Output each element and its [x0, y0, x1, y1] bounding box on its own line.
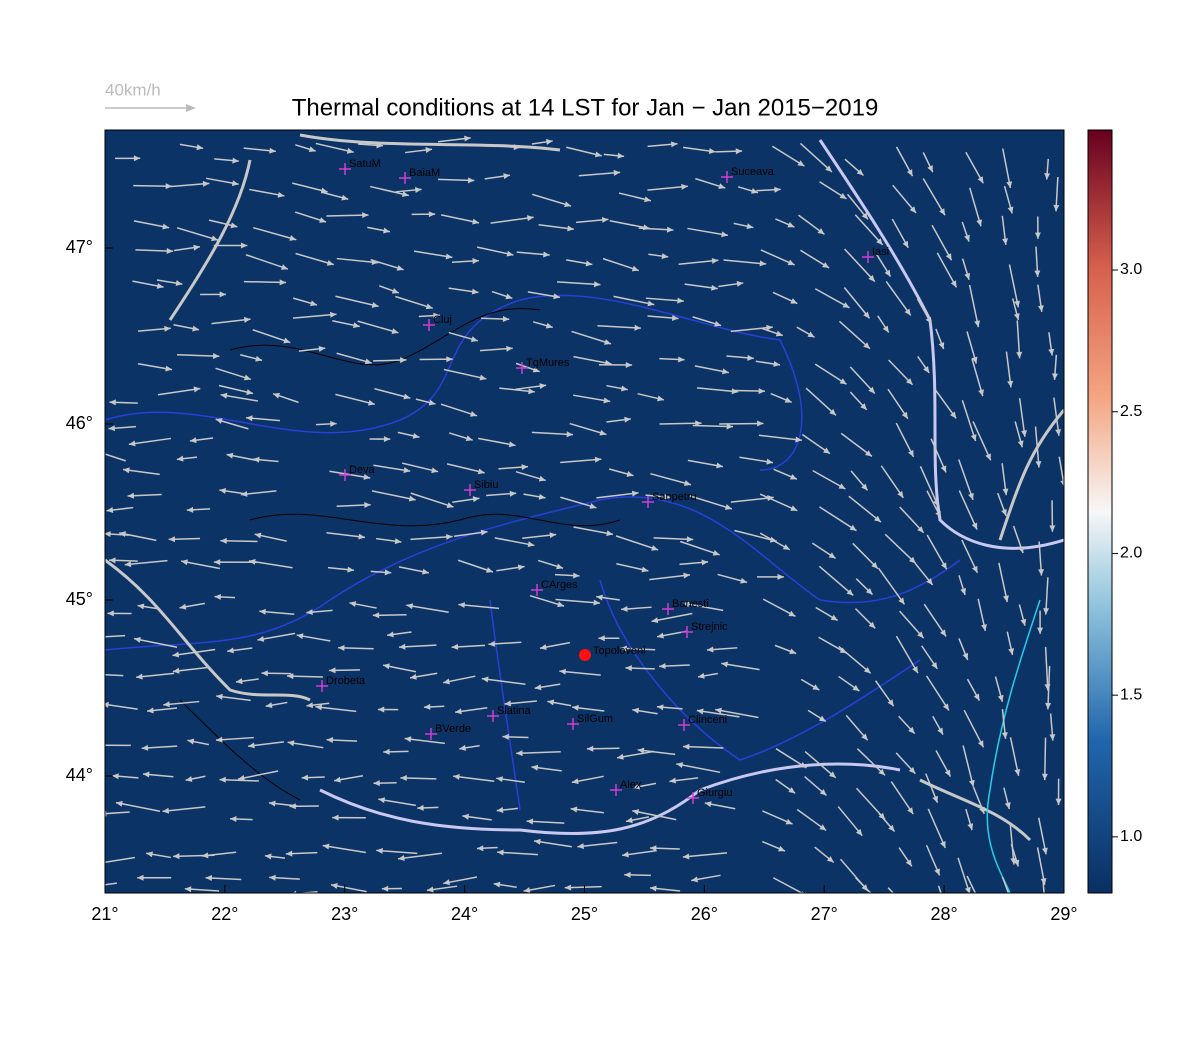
- x-tick-label: 26°: [691, 904, 718, 924]
- colorbar-tick-label: 1.0: [1120, 828, 1142, 845]
- station-label: Clinceni: [688, 714, 727, 726]
- x-tick-label: 29°: [1050, 904, 1077, 924]
- wind-arrowhead: [1010, 903, 1016, 910]
- station-label: SilGum: [577, 713, 613, 725]
- colorbar-tick-label: 2.5: [1120, 403, 1142, 420]
- station-label: BVerde: [435, 723, 471, 735]
- station-label: Banesti: [672, 598, 709, 610]
- colorbar-tick-label: 1.5: [1120, 686, 1142, 703]
- wind-arrow: [719, 423, 763, 424]
- colorbar-tick-label: 3.0: [1120, 261, 1142, 278]
- station-label: SatuM: [349, 158, 381, 170]
- highlight-label: Topoloveni: [593, 645, 646, 657]
- x-tick-label: 23°: [331, 904, 358, 924]
- x-tick-label: 25°: [571, 904, 598, 924]
- wind-arrowhead: [95, 882, 102, 888]
- wind-legend-label: 40km/h: [105, 80, 161, 99]
- x-tick-label: 21°: [91, 904, 118, 924]
- colorbar: [1088, 130, 1112, 893]
- station-label: TgMures: [526, 357, 570, 369]
- wind-arrowhead: [95, 634, 101, 640]
- station-label: BaiaM: [409, 167, 440, 179]
- x-tick-label: 22°: [211, 904, 238, 924]
- station-label: Suceava: [731, 166, 775, 178]
- y-tick-label: 45°: [66, 589, 93, 609]
- x-tick-label: 24°: [451, 904, 478, 924]
- station-label: Deva: [349, 464, 376, 476]
- station-label: Iasi: [872, 246, 889, 258]
- station-label: Strejnic: [691, 621, 728, 633]
- map-background: [105, 130, 1064, 893]
- x-tick-label: 27°: [811, 904, 838, 924]
- wind-arrowhead: [95, 860, 102, 866]
- wind-arrow: [1045, 738, 1046, 781]
- station-label: Giurgiu: [697, 787, 732, 799]
- station-label: Sibiu: [474, 479, 498, 491]
- wind-arrowhead: [98, 672, 104, 678]
- station-label: Drobeta: [326, 675, 366, 687]
- station-label: Slatina: [497, 705, 532, 717]
- wind-arrowhead: [93, 449, 100, 455]
- y-tick-label: 47°: [66, 237, 93, 257]
- station-label: CArges: [541, 579, 578, 591]
- station-label: Cluj: [433, 314, 452, 326]
- wind-arrowhead: [874, 897, 881, 904]
- map-title: Thermal conditions at 14 LST for Jan − J…: [292, 94, 879, 121]
- wind-arrowhead: [908, 909, 915, 916]
- wind-arrowhead: [1043, 911, 1049, 918]
- station-label: Alex: [620, 779, 642, 791]
- wind-arrowhead: [978, 903, 983, 910]
- highlight-marker: [579, 649, 591, 661]
- station-label: Sanpetru: [652, 491, 697, 503]
- wind-legend-arrowhead: [186, 104, 196, 112]
- x-tick-label: 28°: [931, 904, 958, 924]
- wind-arrowhead: [94, 742, 100, 748]
- y-tick-label: 46°: [66, 413, 93, 433]
- colorbar-tick-label: 2.0: [1120, 545, 1142, 562]
- y-tick-label: 44°: [66, 765, 93, 785]
